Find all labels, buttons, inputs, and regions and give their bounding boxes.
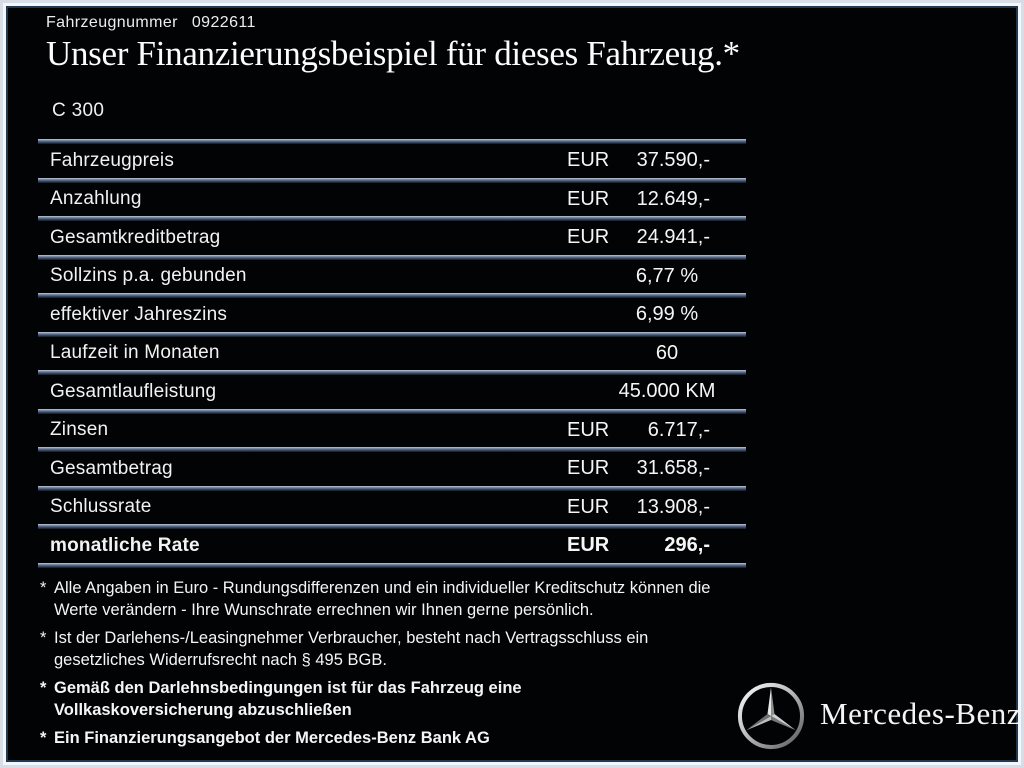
amount: 12.649,- bbox=[636, 187, 710, 210]
footnotes: * Alle Angaben in Euro - Rundungsdifferen… bbox=[40, 578, 710, 757]
row-divider bbox=[38, 254, 746, 260]
row-label: Fahrzeugpreis bbox=[50, 149, 175, 171]
currency-code: EUR bbox=[567, 418, 610, 441]
footnote-line: Gemäß den Darlehnsbedingungen ist für da… bbox=[54, 679, 522, 697]
table-row: monatliche Rate EUR 296,- bbox=[38, 529, 746, 563]
vehicle-model: C 300 bbox=[52, 100, 105, 121]
row-divider bbox=[38, 524, 746, 529]
row-label: monatliche Rate bbox=[50, 534, 200, 556]
amount: 24.941,- bbox=[636, 226, 710, 249]
table-row: Gesamtlaufleistung 45.000 KM bbox=[38, 375, 746, 409]
currency-code: EUR bbox=[567, 187, 610, 210]
row-value: 45.000 KM bbox=[618, 380, 716, 403]
row-label: Sollzins p.a. gebunden bbox=[50, 265, 247, 287]
currency-code: EUR bbox=[567, 457, 610, 480]
footnote-line: gesetzliches Widerrufsrecht nach § 495 B… bbox=[54, 650, 387, 669]
table-row: effektiver Jahreszins 6,99 % bbox=[38, 298, 746, 332]
amount: 31.658,- bbox=[636, 457, 710, 480]
footnote-line: Vollkaskoversicherung abzuschließen bbox=[54, 700, 352, 719]
vehicle-number-label: Fahrzeugnummer bbox=[46, 14, 178, 31]
footnote-text: Ist der Darlehens-/Leasingnehmer Verbrau… bbox=[54, 628, 648, 671]
vehicle-number: Fahrzeugnummer 0922611 bbox=[46, 14, 256, 32]
slide-frame: Fahrzeugnummer 0922611 Unser Finanzierun… bbox=[6, 6, 1022, 762]
row-label: Gesamtlaufleistung bbox=[50, 380, 217, 402]
currency-code: EUR bbox=[567, 149, 610, 172]
finance-table: Fahrzeugpreis EUR 37.590,- Anzahlung EUR 12.6… bbox=[38, 139, 746, 568]
row-divider bbox=[38, 216, 746, 221]
currency-code: EUR bbox=[567, 226, 610, 249]
table-row: Zinsen EUR 6.717,- bbox=[38, 414, 746, 448]
footnote: * Alle Angaben in Euro - Rundungsdifferen… bbox=[40, 578, 710, 621]
row-value: EUR 12.649,- bbox=[567, 188, 710, 211]
row-value: EUR 296,- bbox=[567, 534, 710, 557]
footnote: * Ein Finanzierungsangebot der Mercedes-B… bbox=[40, 728, 710, 750]
asterisk-marker: * bbox=[40, 729, 47, 747]
asterisk-marker: * bbox=[40, 579, 47, 597]
mercedes-star-icon bbox=[737, 682, 805, 750]
row-label: Laufzeit in Monaten bbox=[50, 342, 220, 364]
row-label: Anzahlung bbox=[50, 188, 142, 210]
footnote-line: Ist der Darlehens-/Leasingnehmer Verbrau… bbox=[54, 629, 649, 647]
row-divider bbox=[38, 331, 746, 337]
footnote: * Ist der Darlehens-/Leasingnehmer Verbra… bbox=[40, 628, 710, 671]
footnote-text: Alle Angaben in Euro - Rundungsdifferenz… bbox=[54, 578, 710, 621]
vehicle-number-value: 0922611 bbox=[191, 14, 256, 31]
amount: 13.908,- bbox=[636, 495, 710, 518]
page-title: Unser Finanzierungsbeispiel für dieses F… bbox=[46, 34, 740, 73]
row-label: Schlussrate bbox=[50, 496, 152, 518]
footnote-line: Werte verändern - Ihre Wunschrate errech… bbox=[54, 600, 594, 619]
row-label: Gesamtbetrag bbox=[50, 457, 173, 479]
row-divider bbox=[38, 562, 746, 568]
table-row: Anzahlung EUR 12.649,- bbox=[38, 183, 746, 217]
row-value: EUR 6.717,- bbox=[567, 419, 710, 442]
footnote: * Gemäß den Darlehnsbedingungen ist für d… bbox=[40, 678, 710, 721]
row-label: Gesamtkreditbetrag bbox=[50, 226, 221, 248]
row-value: EUR 24.941,- bbox=[567, 226, 710, 249]
table-row: Schlussrate EUR 13.908,- bbox=[38, 491, 746, 525]
brand-name: Mercedes-Benz bbox=[820, 696, 1022, 731]
table-row: Laufzeit in Monaten 60 bbox=[38, 337, 746, 371]
footnote-text: Gemäß den Darlehnsbedingungen ist für da… bbox=[54, 678, 522, 721]
row-label: effektiver Jahreszins bbox=[50, 303, 228, 325]
asterisk-marker: * bbox=[40, 679, 47, 697]
row-divider bbox=[38, 177, 746, 183]
footnote-line: Alle Angaben in Euro - Rundungsdifferenz… bbox=[54, 579, 711, 597]
table-row: Gesamtbetrag EUR 31.658,- bbox=[38, 452, 746, 486]
row-value: 6,77 % bbox=[635, 264, 699, 287]
row-divider bbox=[38, 139, 746, 144]
row-label: Zinsen bbox=[50, 419, 109, 441]
row-divider bbox=[38, 408, 746, 414]
footnote-text: Ein Finanzierungsangebot der Mercedes-Be… bbox=[54, 728, 490, 750]
table-row: Sollzins p.a. gebunden 6,77 % bbox=[38, 260, 746, 294]
row-value: EUR 13.908,- bbox=[567, 496, 710, 519]
row-divider bbox=[38, 293, 746, 298]
table-row: Gesamtkreditbetrag EUR 24.941,- bbox=[38, 221, 746, 255]
amount: 37.590,- bbox=[636, 149, 710, 172]
row-value: EUR 31.658,- bbox=[567, 457, 710, 480]
row-value: 60 bbox=[655, 341, 679, 364]
currency-code: EUR bbox=[567, 495, 610, 518]
table-row: Fahrzeugpreis EUR 37.590,- bbox=[38, 144, 746, 178]
amount: 296,- bbox=[664, 534, 710, 557]
asterisk-marker: * bbox=[40, 629, 47, 647]
row-divider bbox=[38, 485, 746, 491]
row-value: 6,99 % bbox=[635, 303, 699, 326]
currency-code: EUR bbox=[567, 534, 610, 557]
row-value: EUR 37.590,- bbox=[567, 149, 710, 172]
amount: 6.717,- bbox=[647, 418, 710, 441]
row-divider bbox=[38, 447, 746, 452]
row-divider bbox=[38, 370, 746, 375]
footnote-line: Ein Finanzierungsangebot der Mercedes-Be… bbox=[54, 729, 490, 747]
